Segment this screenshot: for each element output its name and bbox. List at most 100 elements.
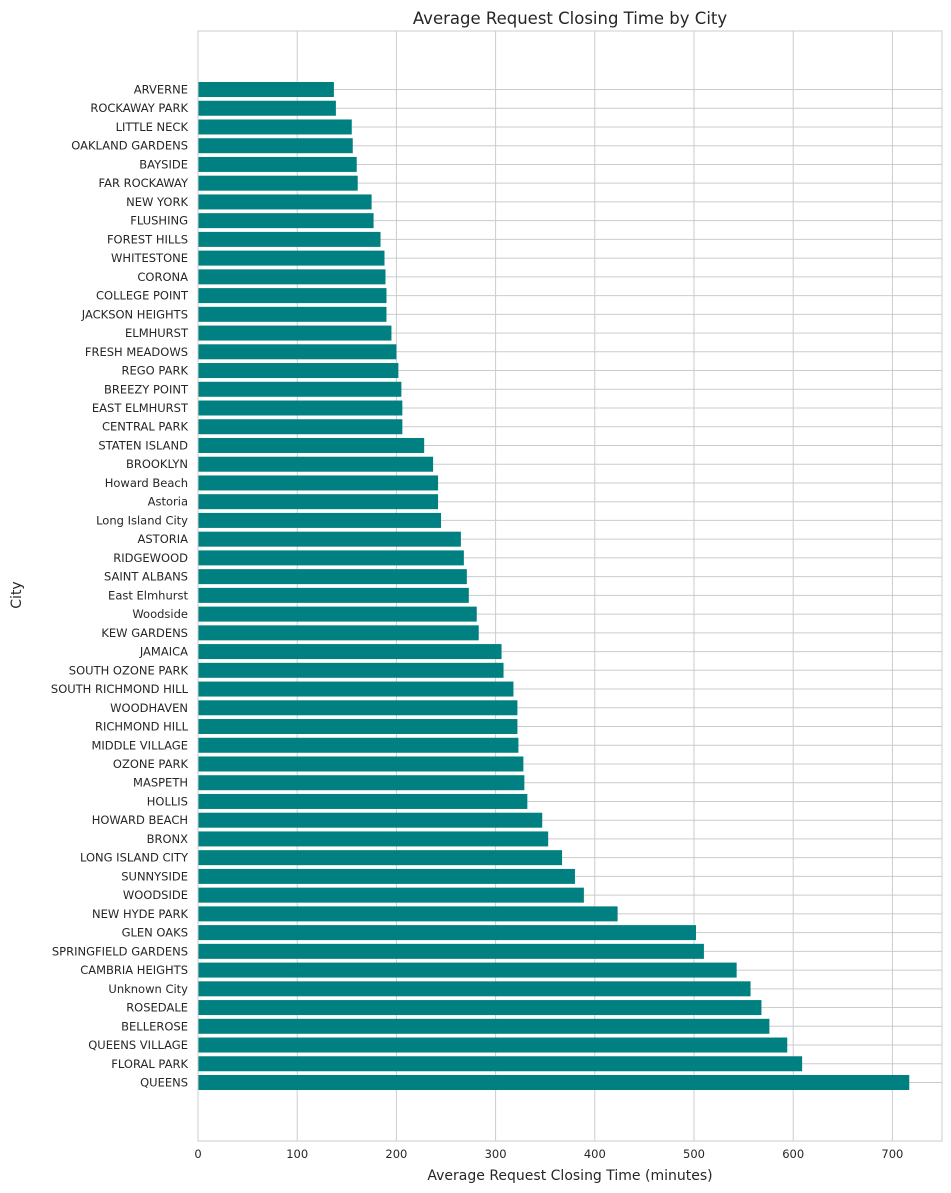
y-tick-label: FLUSHING: [130, 214, 188, 228]
y-tick-label: QUEENS: [140, 1076, 188, 1090]
bar: [198, 906, 618, 922]
bar: [198, 250, 385, 266]
bar: [198, 512, 442, 528]
bar: [198, 569, 467, 585]
bar: [198, 325, 392, 341]
y-tick-label: EAST ELMHURST: [92, 401, 189, 415]
bar: [198, 644, 502, 660]
bar: [198, 1037, 788, 1053]
bar: [198, 737, 519, 753]
bar: [198, 550, 464, 566]
y-tick-label: OZONE PARK: [113, 757, 189, 771]
y-tick-label: WHITESTONE: [111, 251, 188, 265]
y-tick-label: CAMBRIA HEIGHTS: [80, 963, 188, 977]
chart-title: Average Request Closing Time by City: [413, 9, 728, 28]
y-tick-label: Howard Beach: [105, 476, 188, 490]
y-tick-label: SOUTH OZONE PARK: [69, 663, 189, 677]
y-tick-label: ELMHURST: [125, 326, 189, 340]
y-tick-labels: ARVERNE ROCKAWAY PARK LITTLE NECK OAKLAND G…: [51, 83, 189, 1090]
y-tick-label: FAR ROCKAWAY: [99, 176, 189, 190]
bar: [198, 381, 402, 397]
y-tick-label: CENTRAL PARK: [102, 420, 188, 434]
y-tick-label: REGO PARK: [122, 364, 189, 378]
x-tick-label: 500: [683, 1147, 705, 1161]
bar: [198, 494, 439, 510]
bar: [198, 288, 387, 304]
bar: [198, 1000, 762, 1016]
bar: [198, 344, 397, 360]
bar: [198, 175, 358, 191]
bar: [198, 681, 514, 697]
y-tick-label: RICHMOND HILL: [95, 720, 189, 734]
y-tick-label: Woodside: [132, 607, 188, 621]
bar: [198, 700, 518, 716]
bar: [198, 363, 399, 379]
bar: [198, 213, 374, 229]
bar: [198, 456, 434, 472]
plot-border: [197, 30, 943, 1142]
bar: [198, 925, 696, 941]
bar: [198, 606, 477, 622]
y-tick-label: KEW GARDENS: [101, 626, 188, 640]
bars: [198, 82, 910, 1090]
bar: [198, 194, 372, 210]
y-tick-label: FOREST HILLS: [107, 232, 188, 246]
x-axis-title: Average Request Closing Time (minutes): [427, 1168, 712, 1184]
bar: [198, 775, 525, 791]
y-tick-label: MASPETH: [133, 776, 188, 790]
y-tick-label: ARVERNE: [134, 83, 188, 97]
y-axis-title: City: [9, 581, 25, 608]
bar: [198, 625, 479, 641]
y-tick-label: COLLEGE POINT: [96, 289, 189, 303]
bar: [198, 231, 381, 247]
bar: [198, 887, 584, 903]
y-tick-label: WOODSIDE: [123, 888, 188, 902]
bar: [198, 119, 352, 135]
bar: [198, 531, 461, 547]
x-tick-label: 700: [881, 1147, 903, 1161]
y-tick-label: BELLEROSE: [121, 1019, 188, 1033]
x-tick-label: 600: [782, 1147, 804, 1161]
y-tick-label: Unknown City: [108, 982, 188, 996]
bar: [198, 82, 334, 97]
x-tick-label: 400: [584, 1147, 606, 1161]
bar: [198, 756, 524, 772]
bar: [198, 868, 575, 884]
y-tick-label: OAKLAND GARDENS: [71, 139, 188, 153]
y-tick-label: LITTLE NECK: [116, 120, 189, 134]
y-tick-label: FLORAL PARK: [111, 1057, 188, 1071]
bar: [198, 943, 704, 959]
bar: [198, 138, 353, 154]
y-tick-label: JAMAICA: [139, 645, 188, 659]
y-tick-label: SUNNYSIDE: [121, 869, 188, 883]
bar: [198, 306, 387, 322]
bar: [198, 662, 504, 678]
bar: [198, 812, 543, 828]
y-tick-label: Astoria: [148, 495, 188, 509]
x-tick-label: 100: [286, 1147, 308, 1161]
y-tick-label: BAYSIDE: [139, 157, 188, 171]
bar: [198, 981, 751, 997]
y-tick-label: ROSEDALE: [126, 1001, 188, 1015]
bar: [198, 1018, 770, 1034]
y-tick-label: GLEN OAKS: [122, 926, 188, 940]
y-tick-label: FRESH MEADOWS: [85, 345, 188, 359]
y-tick-label: HOWARD BEACH: [92, 813, 188, 827]
bar: [198, 419, 403, 435]
bar: [198, 831, 549, 847]
y-tick-label: SPRINGFIELD GARDENS: [52, 944, 188, 958]
bar: [198, 962, 737, 978]
y-tick-label: NEW HYDE PARK: [92, 907, 188, 921]
x-tick-label: 0: [194, 1147, 201, 1161]
y-tick-label: LONG ISLAND CITY: [80, 851, 189, 865]
y-tick-label: HOLLIS: [147, 794, 188, 808]
y-tick-label: BROOKLYN: [126, 457, 188, 471]
y-tick-label: MIDDLE VILLAGE: [91, 738, 188, 752]
bar: [198, 719, 518, 735]
bar: [198, 100, 336, 116]
plot-frame: [197, 30, 943, 1142]
y-tick-label: STATEN ISLAND: [98, 438, 188, 452]
bar: [198, 269, 386, 285]
y-tick-label: QUEENS VILLAGE: [88, 1038, 188, 1052]
